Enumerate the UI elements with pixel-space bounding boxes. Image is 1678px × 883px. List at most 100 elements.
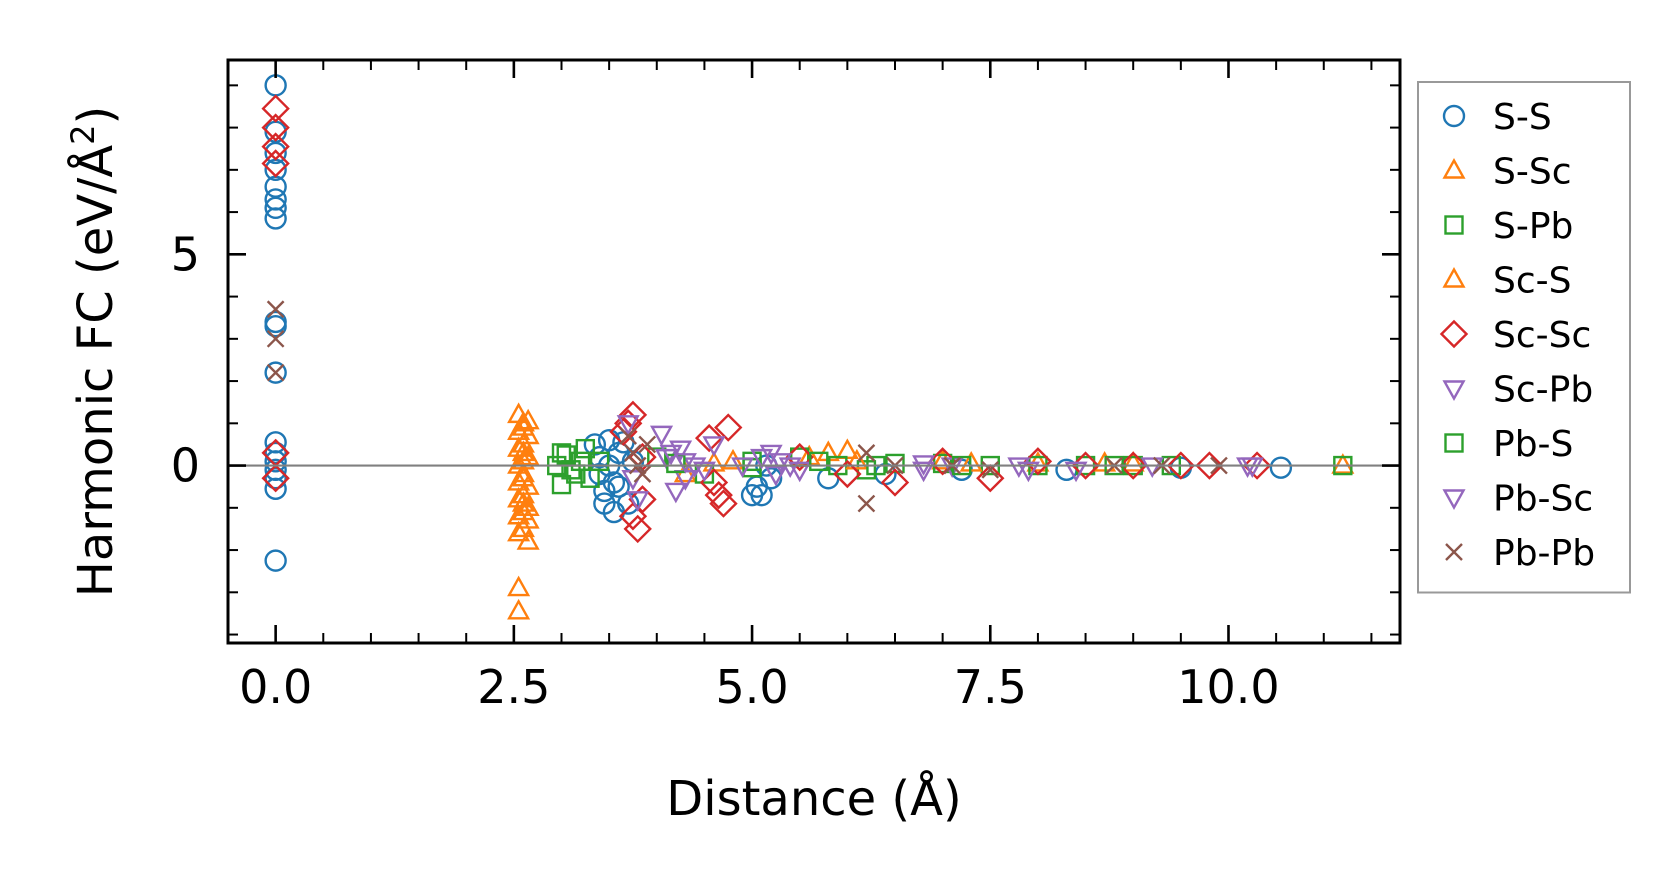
data-point-sc-pb [1064, 461, 1088, 483]
data-point-s-s [264, 477, 287, 501]
legend-marker-sc-pb [1442, 380, 1466, 401]
data-point-sc-s [516, 495, 540, 517]
legend-item-sc-sc: Sc-Sc [1439, 315, 1591, 356]
data-point-sc-pb [1140, 457, 1164, 479]
data-point-sc-pb [683, 457, 707, 479]
legend-item-pb-s: Pb-S [1444, 424, 1573, 465]
legend-item-pb-sc: Pb-Sc [1442, 479, 1593, 520]
data-point-sc-sc [623, 514, 652, 544]
y-axis-label-close: ) [68, 106, 124, 125]
data-point-s-s [264, 141, 287, 165]
data-point-pb-sc [692, 461, 716, 483]
data-point-sc-sc [261, 132, 290, 161]
data-point-pb-sc [750, 448, 774, 470]
x-tick-label: 10.0 [1177, 660, 1279, 714]
data-point-s-s [264, 467, 287, 490]
data-point-s-s [602, 471, 626, 494]
data-point-sc-pb [669, 440, 693, 462]
data-point-sc-sc [833, 459, 862, 489]
legend-label-s-sc: S-Sc [1493, 152, 1572, 193]
x-tick-label: 5.0 [715, 660, 788, 714]
data-point-s-sc [516, 529, 540, 550]
x-axis-label: Distance (Å) [666, 770, 961, 827]
data-point-sc-sc [704, 480, 733, 510]
data-point-sc-sc [261, 113, 290, 142]
legend-item-s-s: S-S [1442, 97, 1552, 138]
data-point-s-s [264, 441, 287, 465]
y-tick-label: 0 [171, 439, 200, 493]
data-point-s-sc [507, 520, 531, 542]
data-point-sc-sc [714, 413, 743, 442]
y-axis-label: Harmonic FC (eV/Å2) [64, 106, 124, 598]
data-point-sc-sc [1195, 451, 1224, 480]
x-tick-label: 7.5 [954, 660, 1027, 714]
data-point-sc-sc [261, 149, 290, 178]
data-point-s-sc [721, 448, 745, 470]
data-point-pb-sc [673, 453, 697, 474]
legend-marker-pb-s [1444, 433, 1464, 453]
data-point-pb-s [809, 451, 829, 472]
legend-items: S-S S-Sc S-Pb Sc-S Sc-Sc Sc-Pb Pb-S Pb-Sc Pb-Pb [1439, 97, 1595, 574]
data-point-s-pb [885, 453, 905, 474]
data-point-s-s [264, 74, 287, 97]
legend-label-pb-pb: Pb-Pb [1493, 533, 1595, 574]
data-point-sc-sc [1166, 451, 1196, 480]
data-point-s-pb [575, 438, 596, 459]
data-point-s-sc [516, 444, 540, 466]
data-point-s-sc [1331, 453, 1355, 474]
legend-label-s-s: S-S [1493, 97, 1552, 138]
data-point-s-s [750, 483, 773, 507]
data-point-sc-pb [912, 461, 936, 483]
data-point-s-s [264, 549, 287, 572]
data-point-s-s [264, 314, 287, 338]
legend-item-sc-pb: Sc-Pb [1442, 370, 1593, 411]
x-tick-label: 2.5 [477, 660, 550, 714]
legend-label-sc-pb: Sc-Pb [1493, 370, 1593, 411]
data-point-s-pb [556, 445, 576, 465]
data-point-sc-s [511, 440, 535, 462]
data-point-sc-sc [261, 94, 290, 123]
data-point-sc-sc [1071, 451, 1100, 480]
data-point-s-s [1269, 456, 1293, 479]
data-point-pb-pb [981, 460, 1000, 479]
data-point-s-pb [589, 451, 610, 472]
data-point-sc-s [516, 408, 540, 430]
data-point-pb-pb [266, 329, 285, 348]
data-point-sc-pb [649, 425, 674, 447]
data-point-pb-pb [857, 494, 876, 513]
data-point-sc-pb [702, 436, 726, 457]
data-point-sc-sc [694, 423, 724, 453]
legend-label-pb-sc: Pb-Sc [1493, 479, 1593, 520]
data-point-sc-sc [976, 464, 1005, 493]
legend-item-s-pb: S-Pb [1444, 206, 1573, 247]
data-point-sc-sc [1119, 451, 1148, 480]
data-point-pb-pb [266, 300, 285, 319]
legend-label-sc-s: Sc-S [1493, 261, 1572, 302]
data-point-sc-sc [1242, 451, 1272, 480]
data-point-s-s [264, 361, 287, 384]
data-point-sc-pb [769, 453, 793, 474]
data-point-sc-sc [880, 468, 910, 497]
data-point-sc-pb [788, 461, 812, 483]
data-point-s-s [607, 475, 630, 498]
data-point-pb-sc [764, 465, 788, 487]
y-axis-label-superscript: 2 [64, 124, 102, 144]
data-point-sc-s [845, 448, 869, 470]
data-point-sc-sc [928, 447, 957, 476]
data-point-s-sc [1121, 450, 1145, 472]
data-point-sc-pb [1016, 461, 1040, 483]
points-layer [261, 74, 1355, 620]
data-point-s-s [264, 207, 287, 230]
data-point-pb-pb [266, 363, 285, 382]
legend-item-pb-pb: Pb-Pb [1445, 533, 1595, 574]
data-point-pb-pb [619, 427, 638, 445]
data-point-sc-sc [628, 485, 657, 514]
legend-label-s-pb: S-Pb [1493, 206, 1573, 247]
data-point-pb-pb [857, 444, 876, 462]
data-point-sc-sc [1023, 447, 1053, 476]
data-point-s-s [759, 467, 783, 490]
legend-marker-s-sc [1442, 158, 1466, 179]
plot-frame [226, 58, 1402, 645]
data-point-sc-pb [616, 415, 640, 436]
